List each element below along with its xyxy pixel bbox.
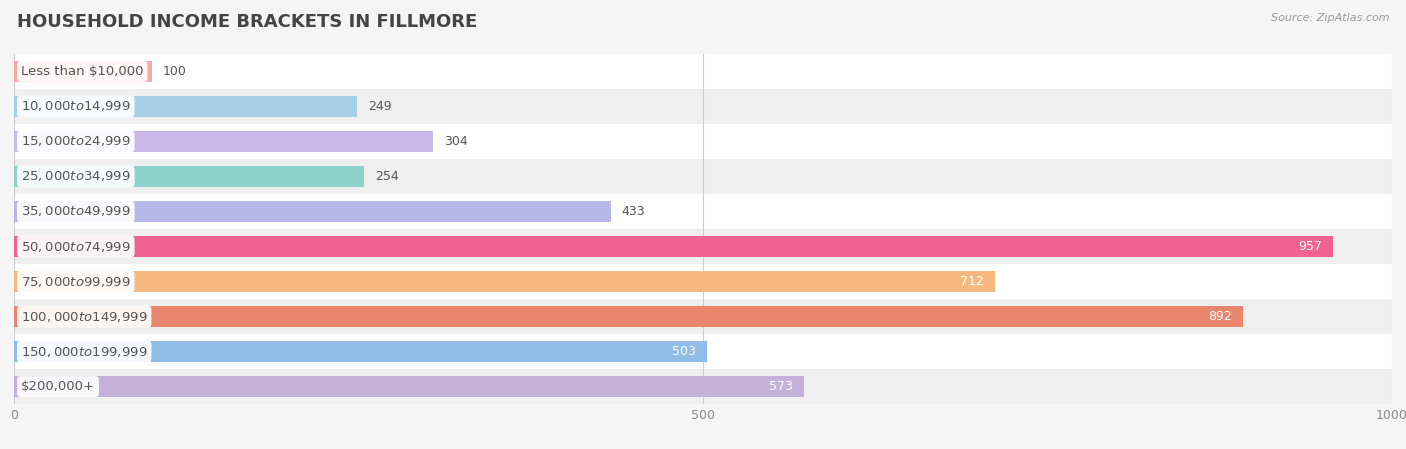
Text: 503: 503 [672,345,696,358]
Text: $15,000 to $24,999: $15,000 to $24,999 [21,134,131,149]
Text: 433: 433 [621,205,645,218]
Text: 100: 100 [163,65,187,78]
Bar [14,131,433,152]
Bar [14,124,1392,159]
Bar [14,229,1392,264]
Bar [14,201,610,222]
Bar [14,334,1392,369]
Text: HOUSEHOLD INCOME BRACKETS IN FILLMORE: HOUSEHOLD INCOME BRACKETS IN FILLMORE [17,13,477,31]
Text: $50,000 to $74,999: $50,000 to $74,999 [21,239,131,254]
Text: $10,000 to $14,999: $10,000 to $14,999 [21,99,131,114]
Text: 304: 304 [444,135,468,148]
Bar [14,306,1243,327]
Text: $75,000 to $99,999: $75,000 to $99,999 [21,274,131,289]
Bar [14,54,1392,89]
Bar [14,96,357,117]
Text: 573: 573 [769,380,793,393]
Text: Less than $10,000: Less than $10,000 [21,65,143,78]
Text: 712: 712 [960,275,984,288]
Bar [14,369,1392,404]
Text: $150,000 to $199,999: $150,000 to $199,999 [21,344,148,359]
Bar [14,89,1392,124]
Text: Source: ZipAtlas.com: Source: ZipAtlas.com [1271,13,1389,23]
Text: $35,000 to $49,999: $35,000 to $49,999 [21,204,131,219]
Text: 249: 249 [368,100,392,113]
Text: $200,000+: $200,000+ [21,380,96,393]
Text: 892: 892 [1208,310,1232,323]
Text: $25,000 to $34,999: $25,000 to $34,999 [21,169,131,184]
Bar [14,264,1392,299]
Bar [14,61,152,82]
Bar [14,299,1392,334]
Bar [14,159,1392,194]
Bar [14,271,995,292]
Bar [14,341,707,362]
Bar [14,166,364,187]
Bar [14,194,1392,229]
Bar [14,236,1333,257]
Text: $100,000 to $149,999: $100,000 to $149,999 [21,309,148,324]
Text: 957: 957 [1298,240,1322,253]
Text: 254: 254 [375,170,399,183]
Bar [14,376,804,397]
